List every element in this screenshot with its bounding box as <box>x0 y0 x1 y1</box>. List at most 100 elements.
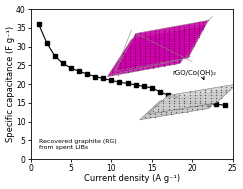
Point <box>182 96 186 99</box>
Point <box>192 26 196 29</box>
Point <box>169 110 173 113</box>
Point <box>153 110 157 113</box>
Point <box>167 54 171 57</box>
Point <box>128 63 132 66</box>
Point <box>141 43 145 46</box>
Point <box>131 50 135 53</box>
Point <box>118 65 122 68</box>
Point <box>197 21 200 24</box>
Point <box>128 55 132 58</box>
Point <box>118 67 122 70</box>
Point <box>214 99 218 102</box>
Point <box>138 48 142 51</box>
Point <box>157 61 161 64</box>
Point <box>167 37 171 40</box>
Point <box>182 40 186 43</box>
Point <box>200 99 204 102</box>
Point <box>157 57 161 60</box>
Point <box>162 105 165 108</box>
Point <box>136 67 140 70</box>
Point <box>133 44 137 47</box>
Point <box>200 96 204 99</box>
Point <box>153 42 156 45</box>
Point <box>207 19 210 22</box>
Point <box>177 57 181 60</box>
Point <box>143 50 147 53</box>
Point <box>214 91 218 94</box>
Point <box>162 39 165 42</box>
Point <box>167 59 171 62</box>
Point <box>157 46 161 49</box>
Point <box>192 38 196 41</box>
Point <box>121 71 125 74</box>
Point <box>148 42 152 45</box>
Point <box>172 48 176 51</box>
Point <box>206 94 210 97</box>
Point <box>126 71 130 74</box>
Point <box>167 40 171 43</box>
Point <box>156 43 160 46</box>
Point <box>123 53 127 56</box>
Point <box>192 29 196 32</box>
Point <box>198 96 202 99</box>
Point <box>214 96 218 99</box>
Point <box>185 107 189 110</box>
Point <box>151 67 155 70</box>
Point <box>126 60 130 63</box>
Point <box>187 31 191 34</box>
Point <box>141 56 145 59</box>
Point <box>162 35 165 38</box>
Point <box>172 105 176 108</box>
Point <box>148 44 152 47</box>
Point <box>182 41 186 44</box>
Point <box>128 48 132 51</box>
Point <box>198 94 202 97</box>
Point <box>187 40 191 43</box>
Point <box>211 102 215 105</box>
Point <box>172 27 176 30</box>
Point <box>118 63 122 66</box>
Point <box>128 50 132 53</box>
Point <box>203 102 207 105</box>
Point <box>182 34 186 37</box>
Point <box>116 67 120 70</box>
Point <box>187 27 191 30</box>
Point <box>131 41 135 44</box>
Point <box>164 110 168 113</box>
Point <box>136 69 140 72</box>
Point <box>131 58 135 61</box>
Point <box>162 53 166 56</box>
Point <box>177 48 181 51</box>
Point <box>141 58 145 61</box>
Point <box>172 107 176 110</box>
Point <box>156 37 160 40</box>
Point <box>136 50 140 53</box>
Point <box>148 36 152 39</box>
Point <box>143 115 147 119</box>
Point <box>141 37 145 40</box>
Point <box>131 69 135 72</box>
Point <box>172 43 176 46</box>
Point <box>162 27 166 30</box>
Point <box>195 107 199 110</box>
Point <box>169 113 173 116</box>
Point <box>182 43 186 46</box>
Point <box>206 102 210 105</box>
Point <box>182 36 186 39</box>
Point <box>167 43 171 46</box>
Point <box>138 57 142 60</box>
Point <box>162 40 166 43</box>
Point <box>157 29 161 32</box>
Point <box>188 91 191 94</box>
Point <box>169 102 173 105</box>
Point <box>116 73 120 76</box>
Point <box>162 36 166 39</box>
Point <box>172 53 176 56</box>
Point <box>224 85 228 88</box>
Point <box>172 44 176 47</box>
Point <box>172 46 176 49</box>
Point <box>156 58 160 61</box>
Point <box>167 58 171 61</box>
Point <box>136 37 140 40</box>
Point <box>182 29 186 32</box>
